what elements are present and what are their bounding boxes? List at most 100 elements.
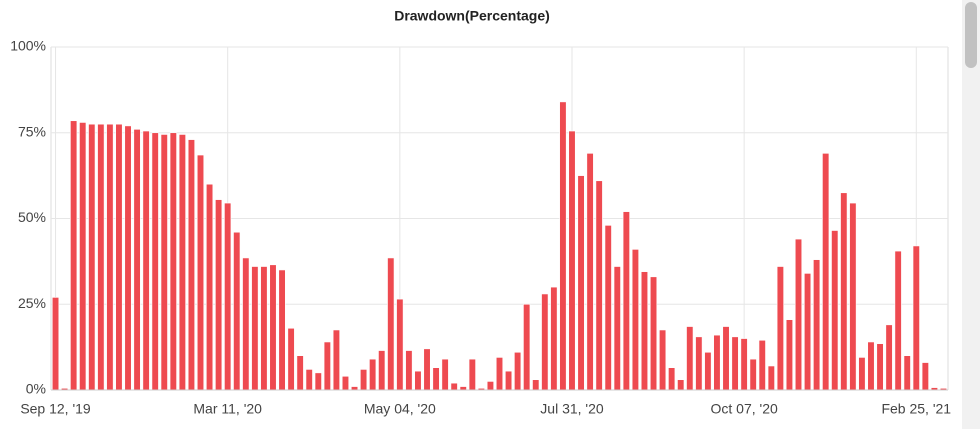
- y-tick-label: 50%: [18, 209, 46, 225]
- bar: [115, 123, 123, 391]
- bar: [568, 130, 576, 391]
- scrollbar-thumb[interactable]: [965, 2, 977, 68]
- bar: [414, 370, 422, 391]
- bar: [885, 324, 893, 391]
- bar: [205, 183, 214, 391]
- y-tick-label: 75%: [18, 123, 46, 139]
- bar: [740, 338, 748, 391]
- x-tick-label: Feb 25, '21: [881, 401, 951, 417]
- bar: [523, 303, 531, 391]
- bar: [133, 129, 141, 391]
- bar: [314, 372, 322, 391]
- bar: [178, 134, 186, 391]
- bar: [459, 386, 467, 391]
- bar: [532, 379, 540, 391]
- bar: [668, 367, 676, 391]
- bar: [79, 122, 87, 391]
- bar: [704, 351, 712, 391]
- bar: [251, 266, 259, 391]
- bar: [903, 355, 911, 391]
- bar: [785, 319, 794, 391]
- bar: [677, 379, 685, 391]
- bar: [341, 375, 350, 391]
- bar: [468, 358, 476, 391]
- x-tick-label: Mar 11, '20: [193, 401, 262, 417]
- bar: [794, 238, 803, 391]
- bar: [541, 293, 549, 391]
- bar: [686, 326, 694, 391]
- bar: [813, 259, 821, 391]
- bar: [659, 329, 667, 391]
- bar: [758, 339, 766, 391]
- bar: [831, 230, 839, 391]
- bar: [577, 175, 585, 391]
- bar: [649, 276, 658, 391]
- y-tick-label: 100%: [10, 38, 46, 54]
- bar: [822, 153, 830, 391]
- bar: [912, 245, 920, 391]
- bar: [106, 123, 114, 391]
- bar: [921, 362, 929, 391]
- bar: [713, 334, 721, 391]
- bar: [894, 250, 902, 391]
- bar: [305, 369, 313, 391]
- chart-title: Drawdown(Percentage): [394, 8, 550, 24]
- bar: [559, 101, 567, 391]
- bar: [803, 273, 812, 391]
- bar: [88, 123, 96, 391]
- bar: [233, 231, 241, 391]
- bar: [613, 266, 621, 391]
- bar: [323, 341, 331, 391]
- bar: [360, 369, 368, 391]
- bar: [215, 199, 223, 391]
- bar: [151, 132, 159, 391]
- bar: [776, 266, 784, 391]
- bar: [514, 351, 522, 391]
- bar: [187, 139, 196, 391]
- bar: [486, 381, 495, 391]
- bar: [387, 257, 395, 391]
- bar: [124, 125, 132, 391]
- x-tick-label: May 04, '20: [364, 401, 436, 417]
- bar: [196, 154, 205, 391]
- bar: [350, 386, 359, 391]
- bar: [332, 329, 340, 391]
- bar: [767, 365, 775, 391]
- bar: [378, 350, 386, 391]
- bar: [296, 355, 304, 391]
- bar: [405, 350, 413, 391]
- bar: [586, 153, 594, 391]
- bar: [423, 348, 431, 391]
- y-tick-label: 0%: [26, 381, 46, 397]
- bar: [622, 211, 630, 391]
- bar: [70, 120, 78, 391]
- bar: [396, 298, 404, 391]
- bar: [269, 264, 277, 391]
- bar: [260, 266, 268, 391]
- bar: [695, 336, 703, 391]
- bar: [731, 336, 739, 391]
- bar: [631, 249, 639, 391]
- bar: [160, 134, 168, 391]
- bar: [550, 286, 558, 391]
- y-tick-label: 25%: [18, 295, 46, 311]
- bar: [142, 130, 150, 391]
- bar: [287, 327, 295, 391]
- bar: [224, 202, 232, 391]
- x-tick-label: Jul 31, '20: [540, 401, 604, 417]
- bar: [722, 326, 730, 391]
- x-tick-label: Sep 12, '19: [20, 401, 91, 417]
- bar: [97, 123, 105, 391]
- bar: [450, 382, 458, 391]
- bar: [858, 357, 866, 391]
- scrollbar[interactable]: [962, 0, 980, 429]
- bar: [441, 358, 449, 391]
- bar: [604, 225, 612, 391]
- bar: [169, 132, 177, 391]
- bar: [595, 180, 603, 391]
- bar: [278, 269, 286, 391]
- bar: [432, 367, 440, 391]
- bar: [749, 358, 757, 391]
- bar: [876, 343, 884, 391]
